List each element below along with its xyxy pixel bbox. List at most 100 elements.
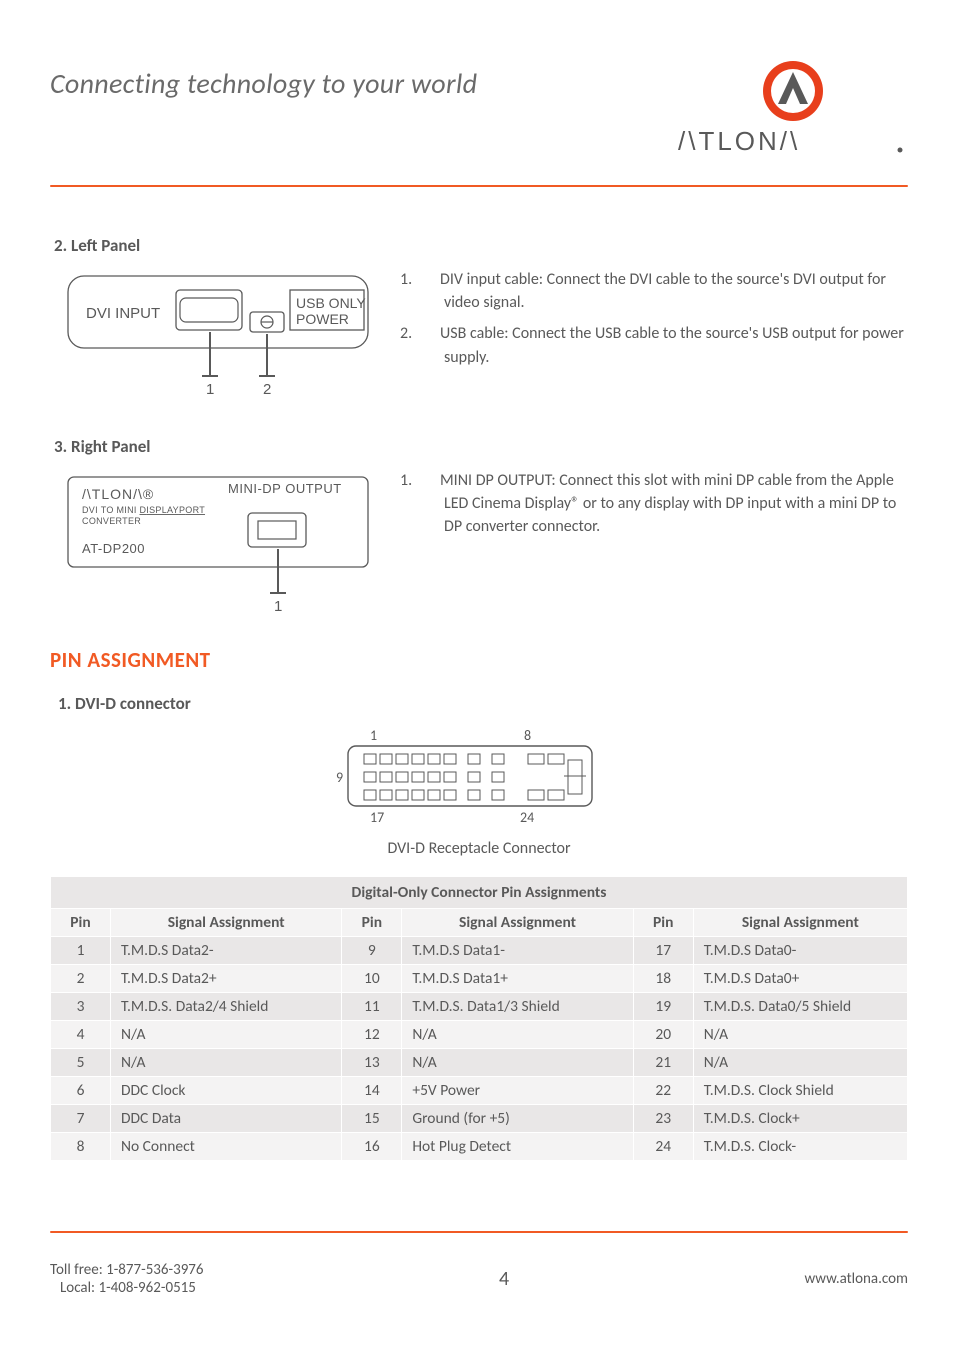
svg-text:/\TLON/\: /\TLON/\ bbox=[678, 128, 800, 156]
pin-cell: 14 bbox=[342, 1077, 402, 1105]
svg-text:24: 24 bbox=[520, 809, 534, 826]
signal-cell: T.M.D.S Data2- bbox=[110, 937, 341, 965]
signal-cell: T.M.D.S Data1- bbox=[402, 937, 633, 965]
right-panel-figure: /\TLON/\® DVI TO MINI DISPLAYPORT CONVER… bbox=[50, 469, 390, 619]
signal-cell: DDC Data bbox=[110, 1105, 341, 1133]
pin-cell: 5 bbox=[51, 1049, 111, 1077]
connector-figure: 1 8 9 17 24 bbox=[334, 726, 624, 831]
signal-cell: T.M.D.S. Clock+ bbox=[693, 1105, 907, 1133]
pin-assignment-table: Digital-Only Connector Pin Assignments P… bbox=[50, 876, 908, 1161]
label-model: AT-DP200 bbox=[82, 541, 145, 556]
footer-divider bbox=[50, 1231, 908, 1233]
table-row: 8No Connect16Hot Plug Detect24T.M.D.S. C… bbox=[51, 1133, 908, 1161]
table-row: 1T.M.D.S Data2-9T.M.D.S Data1-17T.M.D.S … bbox=[51, 937, 908, 965]
signal-cell: N/A bbox=[110, 1049, 341, 1077]
connector-caption: DVI-D Receptacle Connector bbox=[50, 839, 908, 858]
logo-mark-icon bbox=[678, 60, 908, 122]
pin-cell: 13 bbox=[342, 1049, 402, 1077]
footer-phones: Toll free: 1-877-536-3976 Local: 1-408-9… bbox=[50, 1261, 204, 1297]
pin-cell: 23 bbox=[633, 1105, 693, 1133]
right-panel-row: /\TLON/\® DVI TO MINI DISPLAYPORT CONVER… bbox=[50, 469, 908, 619]
signal-cell: T.M.D.S. Clock Shield bbox=[693, 1077, 907, 1105]
local-phone: Local: 1-408-962-0515 bbox=[50, 1279, 204, 1297]
svg-text:1: 1 bbox=[370, 727, 377, 744]
brand-logo: /\TLON/\ bbox=[678, 60, 908, 163]
table-header-row: PinSignal Assignment PinSignal Assignmen… bbox=[51, 909, 908, 937]
signal-cell: N/A bbox=[402, 1049, 633, 1077]
label-power: POWER bbox=[296, 311, 349, 327]
pin-cell: 10 bbox=[342, 965, 402, 993]
left-panel-notes: 1.DIV input cable: Connect the DVI cable… bbox=[422, 268, 908, 408]
left-panel-heading: 2. Left Panel bbox=[54, 235, 908, 256]
dvi-d-heading: 1. DVI-D connector bbox=[58, 693, 908, 714]
callout-1: 1 bbox=[206, 381, 214, 398]
table-row: 3T.M.D.S. Data2/4 Shield11T.M.D.S. Data1… bbox=[51, 993, 908, 1021]
left-panel-row: DVI INPUT USB ONLY POWER 1 2 1.DIV input… bbox=[50, 268, 908, 408]
label-subline2: CONVERTER bbox=[82, 516, 141, 526]
signal-cell: +5V Power bbox=[402, 1077, 633, 1105]
pin-cell: 16 bbox=[342, 1133, 402, 1161]
callout-2: 2 bbox=[263, 381, 271, 398]
signal-cell: T.M.D.S. Clock- bbox=[693, 1133, 907, 1161]
pin-cell: 24 bbox=[633, 1133, 693, 1161]
pin-cell: 22 bbox=[633, 1077, 693, 1105]
pin-cell: 8 bbox=[51, 1133, 111, 1161]
table-row: 4N/A12N/A20N/A bbox=[51, 1021, 908, 1049]
svg-text:8: 8 bbox=[524, 727, 531, 744]
signal-cell: T.M.D.S Data0- bbox=[693, 937, 907, 965]
signal-cell: Hot Plug Detect bbox=[402, 1133, 633, 1161]
tagline: Connecting technology to your world bbox=[50, 60, 477, 101]
table-row: 6DDC Clock14+5V Power22T.M.D.S. Clock Sh… bbox=[51, 1077, 908, 1105]
label-minidp: MINI-DP OUTPUT bbox=[228, 481, 342, 496]
pin-cell: 7 bbox=[51, 1105, 111, 1133]
table-row: 2T.M.D.S Data2+10T.M.D.S Data1+18T.M.D.S… bbox=[51, 965, 908, 993]
signal-cell: T.M.D.S. Data0/5 Shield bbox=[693, 993, 907, 1021]
signal-cell: N/A bbox=[693, 1021, 907, 1049]
pin-cell: 17 bbox=[633, 937, 693, 965]
pin-cell: 4 bbox=[51, 1021, 111, 1049]
label-brand: /\TLON/\® bbox=[82, 486, 154, 502]
signal-cell: N/A bbox=[402, 1021, 633, 1049]
footer-url: www.atlona.com bbox=[805, 1270, 909, 1288]
pin-cell: 11 bbox=[342, 993, 402, 1021]
svg-text:17: 17 bbox=[370, 809, 384, 826]
callout-1: 1 bbox=[274, 598, 282, 615]
page-number: 4 bbox=[499, 1267, 509, 1291]
table-row: 7DDC Data15Ground (for +5)23T.M.D.S. Clo… bbox=[51, 1105, 908, 1133]
left-panel-figure: DVI INPUT USB ONLY POWER 1 2 bbox=[50, 268, 390, 408]
signal-cell: N/A bbox=[693, 1049, 907, 1077]
pin-cell: 6 bbox=[51, 1077, 111, 1105]
signal-cell: N/A bbox=[110, 1021, 341, 1049]
pin-cell: 1 bbox=[51, 937, 111, 965]
signal-cell: T.M.D.S Data0+ bbox=[693, 965, 907, 993]
signal-cell: Ground (for +5) bbox=[402, 1105, 633, 1133]
left-panel-note: 1.DIV input cable: Connect the DVI cable… bbox=[422, 268, 908, 314]
label-subline1: DVI TO MINI DISPLAYPORT bbox=[82, 505, 205, 515]
logo-word: /\TLON/\ bbox=[678, 128, 908, 163]
table-title: Digital-Only Connector Pin Assignments bbox=[51, 877, 908, 909]
table-row: 5N/A13N/A21N/A bbox=[51, 1049, 908, 1077]
pin-cell: 3 bbox=[51, 993, 111, 1021]
header-divider bbox=[50, 185, 908, 187]
pin-cell: 20 bbox=[633, 1021, 693, 1049]
page-header: Connecting technology to your world /\TL… bbox=[50, 60, 908, 163]
page-footer: Toll free: 1-877-536-3976 Local: 1-408-9… bbox=[50, 1261, 908, 1297]
pin-cell: 15 bbox=[342, 1105, 402, 1133]
left-panel-note: 2.USB cable: Connect the USB cable to th… bbox=[422, 322, 908, 368]
pin-cell: 12 bbox=[342, 1021, 402, 1049]
signal-cell: No Connect bbox=[110, 1133, 341, 1161]
label-usb-only: USB ONLY bbox=[296, 295, 366, 311]
pin-cell: 19 bbox=[633, 993, 693, 1021]
signal-cell: T.M.D.S Data2+ bbox=[110, 965, 341, 993]
svg-text:9: 9 bbox=[336, 769, 343, 786]
right-panel-note: 1.MINI DP OUTPUT: Connect this slot with… bbox=[422, 469, 908, 539]
right-panel-heading: 3. Right Panel bbox=[54, 436, 908, 457]
signal-cell: T.M.D.S Data1+ bbox=[402, 965, 633, 993]
signal-cell: DDC Clock bbox=[110, 1077, 341, 1105]
pin-cell: 21 bbox=[633, 1049, 693, 1077]
signal-cell: T.M.D.S. Data1/3 Shield bbox=[402, 993, 633, 1021]
toll-free: Toll free: 1-877-536-3976 bbox=[50, 1261, 204, 1279]
right-panel-notes: 1.MINI DP OUTPUT: Connect this slot with… bbox=[422, 469, 908, 619]
label-dvi-input: DVI INPUT bbox=[86, 305, 160, 322]
signal-cell: T.M.D.S. Data2/4 Shield bbox=[110, 993, 341, 1021]
